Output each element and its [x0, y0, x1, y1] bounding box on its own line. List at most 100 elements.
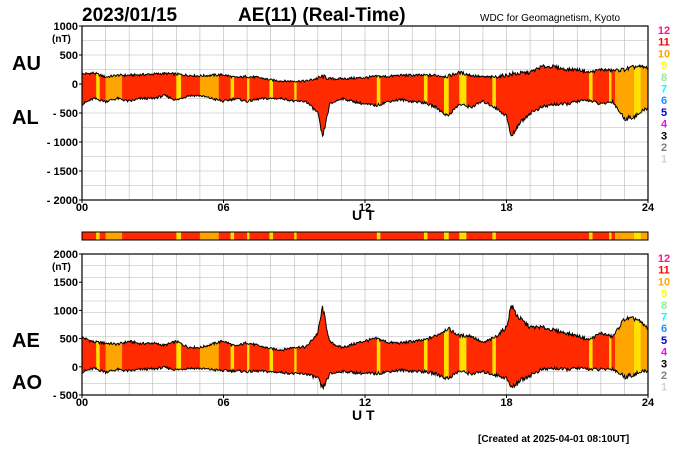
legend-number: 3 — [661, 358, 667, 370]
activity-band — [444, 64, 449, 136]
activity-strip-band — [423, 232, 428, 240]
legend-number: 11 — [658, 265, 670, 277]
y-tick-label: 0 — [72, 362, 78, 374]
activity-band — [230, 305, 235, 389]
y-tick-label: - 500 — [53, 108, 78, 120]
activity-strip-base — [82, 232, 648, 240]
activity-band — [423, 305, 428, 389]
legend-number: 8 — [661, 300, 667, 312]
au-series-line — [81, 63, 649, 83]
activity-band — [423, 64, 428, 136]
activity-strip-band — [614, 232, 634, 240]
legend-number: 12 — [658, 25, 670, 37]
x-tick-label: 18 — [500, 397, 512, 409]
x-tick-label: 18 — [500, 202, 512, 214]
date-title: 2023/01/15 — [82, 5, 178, 26]
al-series-line — [81, 93, 649, 138]
activity-strip-band — [247, 232, 250, 240]
activity-band — [633, 305, 641, 389]
x-tick-label: 06 — [217, 202, 229, 214]
ae-ao-area — [81, 305, 649, 391]
ao-series-label: AO — [12, 372, 42, 394]
legend-number: 2 — [661, 370, 667, 382]
ae-ao-envelope — [82, 305, 648, 389]
x-tick-label: 24 — [642, 397, 655, 409]
activity-band — [589, 305, 593, 389]
au-al-x-ticks: 00 06 12 18 24 — [76, 200, 655, 214]
y-tick-label: 0 — [72, 79, 78, 91]
activity-strip-band — [492, 232, 496, 240]
x-tick-label: 24 — [642, 202, 655, 214]
au-al-unit: (nT) — [52, 34, 71, 45]
activity-band — [589, 64, 593, 136]
activity-band — [640, 64, 648, 136]
activity-band — [492, 305, 496, 389]
y-tick-label: 2000 — [54, 249, 78, 261]
y-tick-label: 500 — [60, 334, 78, 346]
activity-band — [96, 305, 100, 389]
legend-number: 4 — [661, 119, 668, 131]
y-tick-label: 1000 — [54, 305, 78, 317]
legend-number: 10 — [658, 276, 670, 288]
activity-band — [459, 305, 467, 389]
legend-number: 9 — [661, 288, 667, 300]
legend-number: 7 — [661, 84, 667, 96]
activity-strip-band — [459, 232, 467, 240]
au-series-label: AU — [12, 53, 41, 75]
y-tick-label: 500 — [60, 50, 78, 62]
activity-band — [492, 64, 496, 136]
legend-number: 12 — [658, 253, 670, 265]
activity-band — [444, 305, 449, 389]
activity-strip-band — [633, 232, 641, 240]
x-tick-label: 12 — [359, 202, 371, 214]
activity-strip-band — [199, 232, 219, 240]
activity-strip-band — [96, 232, 100, 240]
au-al-x-label: U T — [352, 207, 375, 223]
ae-series-label: AE — [12, 330, 40, 352]
activity-band — [247, 305, 250, 389]
activity-strip-band — [444, 232, 449, 240]
x-tick-label: 00 — [76, 202, 88, 214]
activity-strip-band — [176, 232, 182, 240]
legend-number: 7 — [661, 312, 667, 324]
y-tick-label: 1000 — [54, 21, 78, 33]
ae-ao-x-ticks: 00 06 12 18 24 — [76, 395, 655, 409]
activity-strip-frame — [81, 231, 649, 241]
activity-strip-band — [609, 232, 612, 240]
legend-number: 6 — [661, 323, 667, 335]
ao-series-line — [81, 365, 649, 391]
y-tick-label: - 1500 — [47, 166, 78, 178]
legend-number: 1 — [661, 382, 667, 394]
activity-band — [640, 305, 648, 389]
activity-band — [247, 64, 250, 136]
activity-strip-band — [640, 232, 648, 240]
activity-band — [459, 64, 467, 136]
activity-band — [376, 64, 381, 136]
legend-number: 4 — [661, 347, 668, 359]
legend-number: 2 — [661, 142, 667, 154]
created-timestamp: [Created at 2025-04-01 08:10UT] — [478, 434, 629, 445]
legend-number: 5 — [661, 107, 667, 119]
legend-number: 8 — [661, 72, 667, 84]
activity-band — [633, 64, 641, 136]
au-al-envelope — [82, 64, 648, 136]
legend-number: 11 — [658, 37, 670, 49]
activity-strip-band — [294, 232, 297, 240]
legend-number: 9 — [661, 60, 667, 72]
x-tick-label: 00 — [76, 397, 88, 409]
activity-strip — [81, 231, 649, 241]
activity-band — [609, 64, 612, 136]
chart-title: AE(11) (Real-Time) — [238, 5, 406, 26]
activity-band — [376, 305, 381, 389]
activity-strip-band — [589, 232, 593, 240]
legend-number: 1 — [661, 154, 667, 166]
activity-strip-band — [230, 232, 235, 240]
y-tick-label: 1500 — [54, 277, 78, 289]
activity-strip-band — [376, 232, 381, 240]
legend-number: 3 — [661, 130, 667, 142]
